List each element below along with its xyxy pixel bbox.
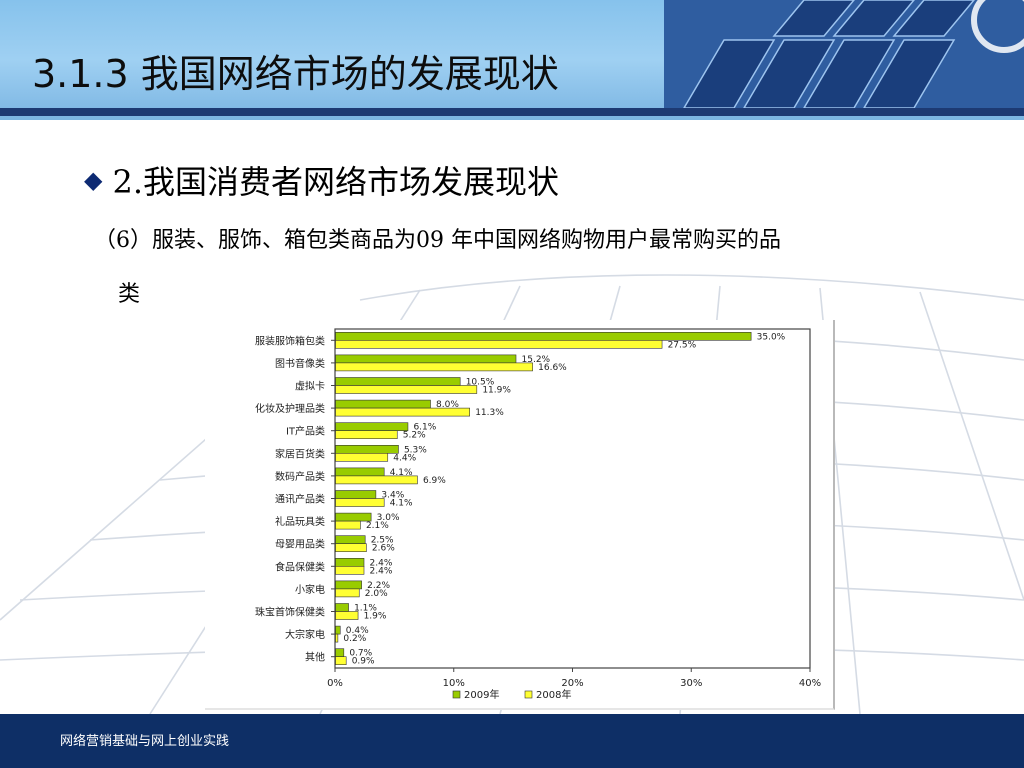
data-label-2009: 2.4% bbox=[370, 558, 393, 568]
category-label: 服装服饰箱包类 bbox=[255, 334, 325, 347]
category-label: 小家电 bbox=[295, 583, 325, 596]
x-axis-tick-label: 20% bbox=[561, 678, 583, 689]
category-label: 大宗家电 bbox=[285, 628, 325, 641]
bar-2008 bbox=[335, 633, 339, 643]
data-label-2009: 2.2% bbox=[367, 581, 390, 591]
data-label-2009: 2.5% bbox=[371, 536, 394, 546]
bar-2009 bbox=[335, 399, 431, 409]
bar-chart-canvas: 0% 10% 20% 30% 40% 服装服饰箱包类 35.0% 27.5% 图书音像类 15.2… bbox=[255, 328, 821, 701]
legend-label-2008: 2008年 bbox=[536, 688, 571, 701]
category-label: 数码产品类 bbox=[275, 470, 325, 483]
data-label-2008: 11.3% bbox=[475, 408, 504, 418]
bar-2008 bbox=[335, 453, 389, 462]
bar-2009 bbox=[335, 467, 385, 477]
bar-2009 bbox=[335, 490, 377, 499]
bar-2009 bbox=[335, 354, 517, 364]
description-text-line-1: （6）服装、服饰、箱包类商品为09 年中国网络购物用户最常购买的品 bbox=[94, 228, 781, 253]
footer-band: 网络营销基础与网上创业实践 bbox=[0, 714, 1024, 768]
data-label-2009: 3.0% bbox=[377, 513, 400, 523]
bar-2008 bbox=[335, 407, 470, 417]
bar-2009 bbox=[335, 512, 372, 522]
data-label-2008: 5.2% bbox=[403, 431, 426, 441]
x-axis-tick-label: 10% bbox=[443, 678, 465, 689]
category-label: 其他 bbox=[305, 651, 325, 664]
data-label-2009: 15.2% bbox=[522, 355, 551, 365]
legend-swatch-2008 bbox=[524, 690, 533, 699]
category-label: 家居百货类 bbox=[275, 447, 325, 460]
description-text-line-2: 类 bbox=[118, 282, 141, 307]
bar-2009 bbox=[335, 377, 461, 386]
title-banner: 3.1.3 我国网络市场的发展现状 bbox=[0, 0, 1024, 120]
data-label-2008: 4.1% bbox=[390, 499, 413, 509]
bar-2009 bbox=[335, 603, 349, 612]
bar-2009 bbox=[335, 422, 409, 431]
data-label-2009: 3.4% bbox=[381, 491, 404, 501]
data-label-2009: 0.4% bbox=[346, 626, 369, 636]
data-label-2008: 11.9% bbox=[482, 386, 511, 396]
data-label-2008: 0.9% bbox=[352, 657, 375, 667]
data-label-2008: 2.6% bbox=[372, 544, 395, 554]
bar-2009 bbox=[335, 580, 362, 590]
bar-chart: 0% 10% 20% 30% 40% 服装服饰箱包类 35.0% 27.5% 图书音像类 15.2… bbox=[205, 320, 835, 710]
bar-2008 bbox=[335, 520, 361, 530]
category-label: 虚拟卡 bbox=[295, 380, 325, 393]
bar-2008 bbox=[335, 656, 347, 666]
data-label-2009: 35.0% bbox=[757, 332, 786, 342]
bar-2008 bbox=[335, 430, 398, 439]
bar-2009 bbox=[335, 625, 341, 635]
keyboard-photo-decoration bbox=[664, 0, 1024, 108]
category-label: 化妆及护理品类 bbox=[255, 402, 325, 415]
bar-2008 bbox=[335, 385, 478, 394]
data-label-2009: 6.1% bbox=[413, 423, 436, 433]
bar-2009 bbox=[335, 332, 752, 341]
data-label-2008: 16.6% bbox=[538, 363, 567, 373]
bar-2009 bbox=[335, 445, 399, 454]
data-label-2008: 6.9% bbox=[423, 476, 446, 486]
x-axis-tick-label: 0% bbox=[327, 678, 343, 689]
diamond-bullet-icon: ◆ bbox=[84, 166, 103, 194]
data-label-2008: 1.9% bbox=[364, 612, 387, 622]
bullet-heading: ◆ 2.我国消费者网络市场发展现状 bbox=[84, 158, 559, 202]
bar-2009 bbox=[335, 535, 366, 544]
bar-2009 bbox=[335, 558, 365, 567]
data-label-2008: 0.2% bbox=[343, 634, 366, 644]
bar-2008 bbox=[335, 475, 418, 485]
data-label-2009: 4.1% bbox=[390, 468, 413, 478]
bar-2008 bbox=[335, 588, 360, 598]
data-label-2009: 10.5% bbox=[466, 378, 495, 388]
data-label-2009: 1.1% bbox=[354, 604, 377, 614]
category-label: 通讯产品类 bbox=[275, 493, 325, 506]
bar-2008 bbox=[335, 339, 663, 349]
category-label: 珠宝首饰保健类 bbox=[255, 606, 325, 619]
bar-2008 bbox=[335, 611, 359, 620]
legend-swatch-2009 bbox=[452, 690, 461, 699]
bar-2008 bbox=[335, 498, 385, 507]
data-label-2009: 5.3% bbox=[404, 445, 427, 455]
title-underline-bar bbox=[0, 108, 1024, 116]
category-label: 图书音像类 bbox=[275, 357, 325, 370]
data-label-2008: 2.0% bbox=[365, 589, 388, 599]
data-label-2008: 4.4% bbox=[393, 453, 416, 463]
category-label: 母婴用品类 bbox=[275, 538, 325, 551]
data-label-2009: 0.7% bbox=[349, 649, 372, 659]
data-label-2009: 8.0% bbox=[436, 400, 459, 410]
data-label-2008: 27.5% bbox=[668, 340, 697, 350]
data-label-2008: 2.4% bbox=[370, 566, 393, 576]
x-axis-tick-label: 40% bbox=[799, 678, 821, 689]
category-label: 礼品玩具类 bbox=[275, 515, 325, 528]
bar-2008 bbox=[335, 543, 367, 552]
legend-label-2009: 2009年 bbox=[464, 688, 499, 701]
bar-2008 bbox=[335, 566, 365, 575]
bar-2009 bbox=[335, 648, 345, 658]
slide-title: 3.1.3 我国网络市场的发展现状 bbox=[32, 52, 559, 96]
bar-2008 bbox=[335, 362, 533, 372]
x-axis-tick-label: 30% bbox=[680, 678, 702, 689]
category-label: IT产品类 bbox=[286, 425, 325, 438]
footer-course-title: 网络营销基础与网上创业实践 bbox=[60, 734, 230, 749]
bullet-heading-text: 2.我国消费者网络市场发展现状 bbox=[112, 163, 560, 201]
data-label-2008: 2.1% bbox=[366, 521, 389, 531]
category-label: 食品保健类 bbox=[275, 560, 325, 573]
